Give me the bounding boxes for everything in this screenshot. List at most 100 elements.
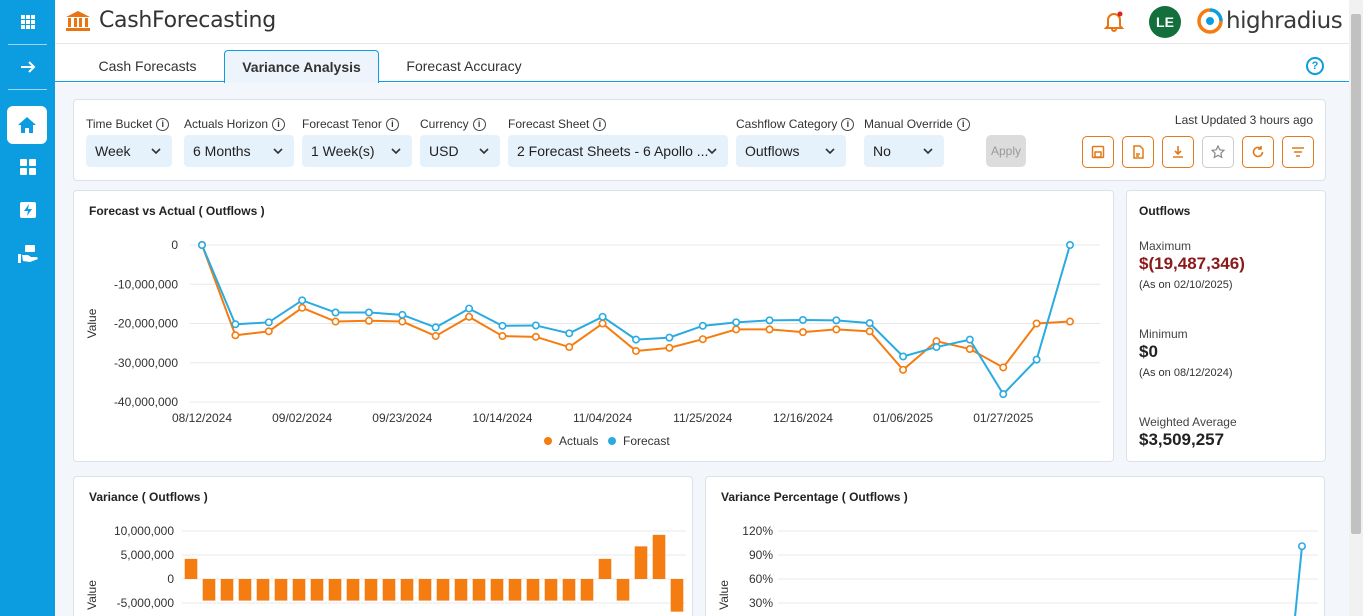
data-point-actuals (231, 331, 240, 340)
expand-arrow-icon[interactable] (0, 49, 55, 85)
vertical-scrollbar[interactable] (1349, 0, 1363, 616)
tab-bar: Cash Forecasts Variance Analysis Forecas… (55, 44, 1349, 83)
time-bucket-select[interactable]: Week (86, 135, 172, 167)
data-point-forecast (732, 318, 741, 327)
data-point-forecast (331, 308, 340, 317)
pdf-icon[interactable] (1122, 136, 1154, 168)
data-point-forecast (932, 343, 941, 352)
download-icon[interactable] (1162, 136, 1194, 168)
forecast-tenor-select[interactable]: 1 Week(s) (302, 135, 412, 167)
y-tick-label: 5,000,000 (121, 548, 175, 562)
y-tick-label: 90% (749, 548, 773, 562)
y-tick-label: -5,000,000 (117, 596, 175, 610)
forecast-tenor-label: Forecast Tenor (302, 117, 382, 131)
tab-variance-analysis[interactable]: Variance Analysis (224, 50, 379, 83)
refresh-icon[interactable] (1242, 136, 1274, 168)
variance-bar (364, 579, 378, 601)
y-tick-label: 0 (171, 238, 178, 252)
scrollbar-thumb[interactable] (1351, 14, 1361, 534)
min-date: (As on 08/12/2024) (1139, 367, 1233, 379)
apply-button[interactable]: Apply (986, 135, 1026, 167)
x-tick-label: 08/12/2024 (172, 411, 232, 425)
x-tick-label: 11/04/2024 (573, 411, 632, 425)
chevron-down-icon (479, 148, 489, 155)
variance-bar (544, 579, 558, 601)
variance-bar (418, 579, 432, 601)
data-point-forecast (999, 390, 1008, 399)
apps-grid-icon[interactable] (0, 4, 55, 40)
data-point-forecast (798, 315, 807, 324)
legend-label-forecast: Forecast (623, 434, 670, 448)
legend-label-actuals: Actuals (559, 434, 598, 448)
variance-bar (508, 579, 522, 601)
actuals-horizon-select[interactable]: 6 Months (184, 135, 294, 167)
bank-icon (66, 10, 90, 31)
variance-bar (670, 579, 684, 612)
data-point-actuals (431, 332, 440, 341)
data-point-actuals (598, 319, 607, 328)
data-point-actuals (965, 345, 974, 354)
cash-hand-icon[interactable] (0, 236, 55, 272)
x-tick-label: 10/14/2024 (472, 411, 532, 425)
app-brand[interactable]: CashForecasting (65, 8, 276, 33)
y-axis-label: Value (85, 308, 99, 338)
home-icon[interactable] (7, 106, 47, 144)
variance-percentage-title: Variance Percentage ( Outflows ) (721, 490, 908, 504)
main-content: Time Bucket i Week Actuals Horizon i 6 Mon… (55, 83, 1349, 616)
filter-bar: Time Bucket i Week Actuals Horizon i 6 Mon… (73, 99, 1326, 181)
tab-cash-forecasts[interactable]: Cash Forecasts (98, 58, 197, 74)
variance-bar (346, 579, 360, 601)
dashboard-icon[interactable] (0, 149, 55, 185)
summary-title: Outflows (1139, 204, 1191, 218)
info-icon[interactable]: i (472, 117, 486, 131)
app-header: CashForecasting LE highradius (55, 0, 1349, 44)
data-point-forecast (431, 323, 440, 332)
variance-bar (382, 579, 396, 601)
flash-icon[interactable] (0, 192, 55, 228)
percentage-line (1294, 546, 1303, 616)
data-point-actuals (732, 325, 741, 334)
y-tick-label: 120% (742, 524, 773, 538)
chevron-down-icon (825, 148, 835, 155)
currency-select[interactable]: USD (420, 135, 500, 167)
tab-forecast-accuracy[interactable]: Forecast Accuracy (406, 58, 522, 74)
data-point-actuals (798, 328, 807, 337)
data-point-actuals (665, 343, 674, 352)
user-avatar[interactable]: LE (1149, 6, 1181, 38)
info-icon[interactable]: i (156, 117, 170, 131)
legend-marker-forecast (608, 437, 616, 445)
forecast-sheet-select[interactable]: 2 Forecast Sheets - 6 Apollo ... (508, 135, 728, 167)
cashflow-category-select[interactable]: Outflows (736, 135, 846, 167)
x-tick-label: 09/23/2024 (372, 411, 432, 425)
data-point-forecast (832, 316, 841, 325)
info-icon[interactable]: i (956, 117, 970, 131)
min-value: $0 (1139, 342, 1158, 361)
info-icon[interactable]: i (841, 117, 855, 131)
data-point-actuals (331, 317, 340, 326)
info-icon[interactable]: i (385, 117, 399, 131)
manual-override-select[interactable]: No (864, 135, 944, 167)
forecast-vs-actual-card: Forecast vs Actual ( Outflows ) 0 -10,000… (73, 190, 1114, 462)
filter-icon[interactable] (1282, 136, 1314, 168)
x-tick-label: 01/27/2025 (973, 411, 1033, 425)
data-point-forecast (398, 310, 407, 319)
info-icon[interactable]: i (272, 117, 286, 131)
star-icon[interactable] (1202, 136, 1234, 168)
variance-bar (274, 579, 288, 601)
data-point-forecast (565, 329, 574, 338)
data-point-actuals (565, 343, 574, 352)
notification-bell-icon[interactable] (1103, 10, 1125, 37)
data-point-actuals (865, 327, 874, 336)
data-point-forecast (531, 321, 540, 330)
max-label: Maximum (1139, 239, 1192, 253)
data-point-forecast (765, 316, 774, 325)
y-axis-label: Value (717, 580, 731, 610)
help-icon[interactable]: ? (1306, 57, 1324, 75)
data-point-forecast (1032, 355, 1041, 364)
info-icon[interactable]: i (593, 117, 607, 131)
chevron-down-icon (391, 148, 401, 155)
save-icon[interactable] (1082, 136, 1114, 168)
variance-bar (598, 558, 612, 579)
data-point-actuals (765, 325, 774, 334)
data-point-forecast (364, 308, 373, 317)
